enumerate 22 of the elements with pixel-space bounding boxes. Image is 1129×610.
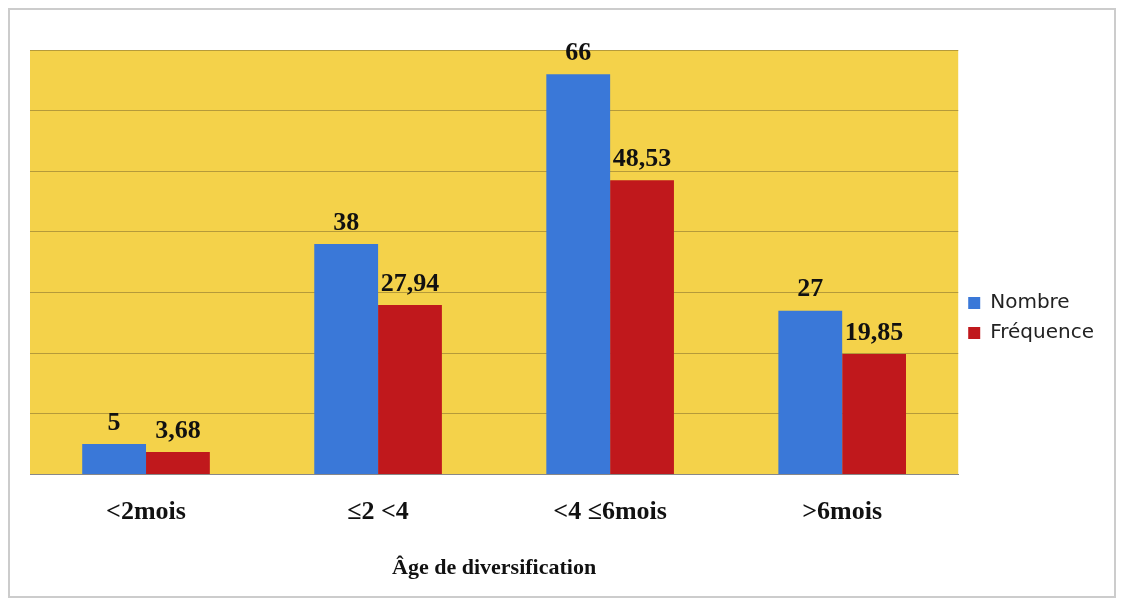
bar [778, 310, 843, 474]
data-label: 19,85 [844, 316, 904, 346]
bar [314, 244, 379, 474]
x-tick-label: ≤2 <4 [347, 495, 409, 525]
bar [546, 74, 611, 474]
data-label: 38 [333, 206, 360, 236]
x-tick-label: >6mois [802, 495, 883, 525]
x-tick-label: <4 ≤6mois [553, 495, 667, 525]
x-tick-label: <2mois [106, 495, 186, 525]
data-label: 5 [107, 406, 121, 436]
bar [842, 354, 906, 474]
bar [378, 305, 442, 474]
data-label: 27 [797, 273, 824, 303]
data-label: 3,68 [155, 414, 201, 444]
data-label: 48,53 [612, 142, 672, 172]
bar [82, 444, 147, 474]
data-label: 27,94 [380, 267, 440, 297]
legend-label: Nombre [990, 289, 1070, 314]
bar [610, 180, 674, 474]
x-axis-title: Âge de diversification [392, 554, 597, 580]
bar [146, 452, 210, 474]
legend-label: Fréquence [990, 319, 1095, 344]
